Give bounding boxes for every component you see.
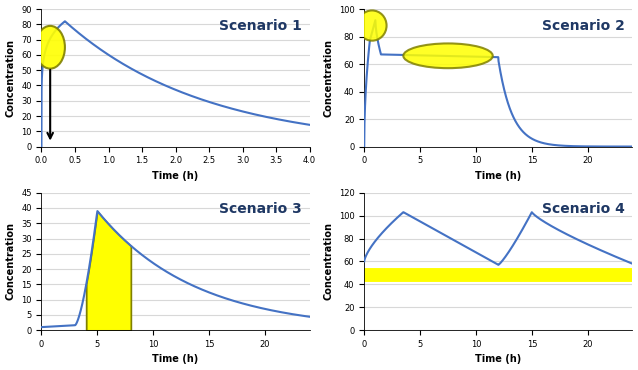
X-axis label: Time (h): Time (h) — [152, 354, 198, 364]
Ellipse shape — [403, 43, 493, 68]
Ellipse shape — [357, 10, 387, 41]
Text: Scenario 4: Scenario 4 — [542, 202, 625, 216]
Text: Scenario 3: Scenario 3 — [219, 202, 302, 216]
Y-axis label: Concentration: Concentration — [6, 222, 15, 300]
X-axis label: Time (h): Time (h) — [475, 171, 521, 181]
Y-axis label: Concentration: Concentration — [323, 222, 333, 300]
X-axis label: Time (h): Time (h) — [475, 354, 521, 364]
X-axis label: Time (h): Time (h) — [152, 171, 198, 181]
Text: Scenario 1: Scenario 1 — [219, 18, 302, 33]
Ellipse shape — [36, 26, 65, 69]
Y-axis label: Concentration: Concentration — [6, 39, 15, 117]
Y-axis label: Concentration: Concentration — [323, 39, 333, 117]
Text: Scenario 2: Scenario 2 — [542, 18, 625, 33]
